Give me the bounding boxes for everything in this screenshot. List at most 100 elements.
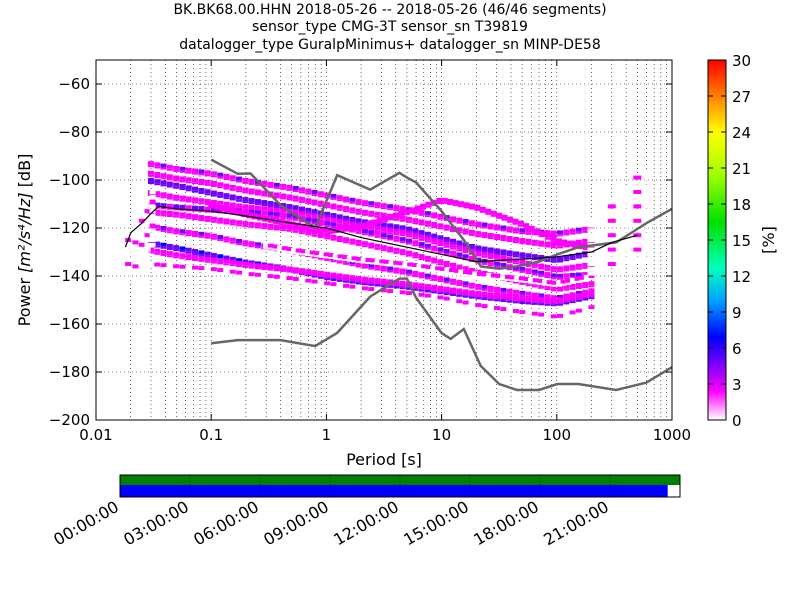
psd-cell — [495, 273, 502, 278]
psd-cell — [450, 250, 457, 255]
psd-cell — [579, 275, 586, 280]
psd-cell — [398, 214, 405, 217]
psd-cell — [550, 236, 557, 241]
psd-cell — [494, 286, 501, 291]
psd-cell — [582, 286, 589, 289]
psd-cell — [405, 291, 412, 296]
psd-cell — [248, 221, 255, 226]
psd-cell — [254, 199, 261, 204]
psd-cell — [379, 259, 386, 264]
psd-cell — [525, 253, 532, 258]
x-tick-label: 10 — [432, 426, 451, 444]
psd-cell — [210, 257, 217, 262]
psd-cell — [405, 242, 412, 245]
psd-cell — [144, 214, 151, 218]
psd-cell — [494, 299, 501, 302]
psd-cell — [462, 289, 469, 294]
psd-cell — [210, 252, 217, 257]
psd-cell — [443, 290, 450, 293]
psd-cell — [642, 247, 651, 252]
psd-cell — [487, 251, 494, 254]
psd-cell — [506, 294, 513, 299]
psd-cell — [336, 277, 343, 280]
psd-cell — [393, 233, 400, 236]
psd-cell — [500, 274, 507, 279]
psd-cell — [361, 228, 368, 231]
psd-cell — [506, 288, 513, 293]
psd-cell — [349, 201, 356, 204]
psd-cell — [217, 221, 224, 224]
psd-cell — [642, 252, 651, 257]
psd-cell — [588, 290, 595, 295]
psd-cell — [248, 198, 255, 203]
psd-cell — [330, 286, 337, 289]
psd-cell — [210, 180, 217, 185]
psd-cell — [138, 214, 145, 218]
psd-cell — [563, 273, 570, 278]
psd-cell — [487, 260, 494, 265]
psd-cell — [575, 293, 582, 298]
psd-cell — [261, 273, 268, 278]
psd-cell — [298, 232, 305, 235]
psd-cell — [147, 165, 154, 168]
psd-cell — [198, 206, 205, 211]
psd-cell — [405, 207, 412, 212]
psd-cell — [330, 213, 337, 218]
psd-cell — [292, 226, 299, 231]
psd-cell — [204, 260, 211, 263]
psd-cell — [147, 262, 154, 266]
psd-cell — [538, 296, 545, 301]
psd-cell — [388, 260, 395, 265]
psd-cell — [166, 185, 173, 188]
psd-cell — [286, 204, 293, 209]
psd-cell — [380, 231, 387, 234]
psd-cell — [380, 237, 387, 240]
psd-cell — [242, 271, 249, 276]
psd-cell — [213, 207, 220, 210]
psd-cell — [154, 248, 161, 253]
psd-cell — [192, 218, 199, 221]
psd-cell — [173, 186, 180, 189]
psd-cell — [273, 192, 280, 197]
psd-cell — [236, 242, 243, 245]
psd-cell — [405, 231, 412, 236]
psd-cell — [330, 272, 337, 277]
psd-cell — [387, 214, 394, 219]
psd-cell — [138, 262, 145, 266]
psd-cell — [538, 255, 545, 260]
psd-cell — [267, 181, 274, 186]
psd-cell — [506, 256, 513, 261]
psd-cell — [300, 249, 307, 254]
psd-cell — [138, 257, 145, 262]
psd-cell — [236, 258, 243, 263]
psd-cell — [317, 195, 324, 198]
psd-cell — [198, 250, 205, 255]
psd-cell — [443, 249, 450, 254]
psd-cell — [355, 239, 362, 244]
psd-cell — [458, 273, 465, 276]
psd-cell — [336, 195, 343, 200]
psd-cell — [494, 248, 501, 253]
psd-cell — [248, 266, 255, 269]
psd-cell — [383, 263, 390, 266]
psd-cell — [204, 203, 211, 206]
psd-cell — [481, 262, 488, 265]
psd-cell — [439, 266, 446, 271]
psd-cell — [418, 258, 425, 261]
psd-cell — [223, 193, 230, 198]
psd-cell — [506, 312, 513, 315]
psd-cell — [355, 285, 362, 290]
psd-cell — [412, 218, 419, 223]
psd-cell — [575, 299, 582, 302]
psd-cell — [217, 235, 224, 240]
psd-cell — [349, 288, 356, 291]
psd-cell — [322, 228, 329, 233]
psd-cell — [286, 229, 293, 232]
psd-cell — [575, 227, 582, 232]
psd-cell — [198, 173, 205, 176]
psd-cell — [500, 235, 507, 240]
psd-cell — [519, 256, 526, 259]
psd-cell — [399, 290, 406, 295]
psd-cell — [242, 265, 249, 268]
psd-cell — [456, 288, 463, 293]
